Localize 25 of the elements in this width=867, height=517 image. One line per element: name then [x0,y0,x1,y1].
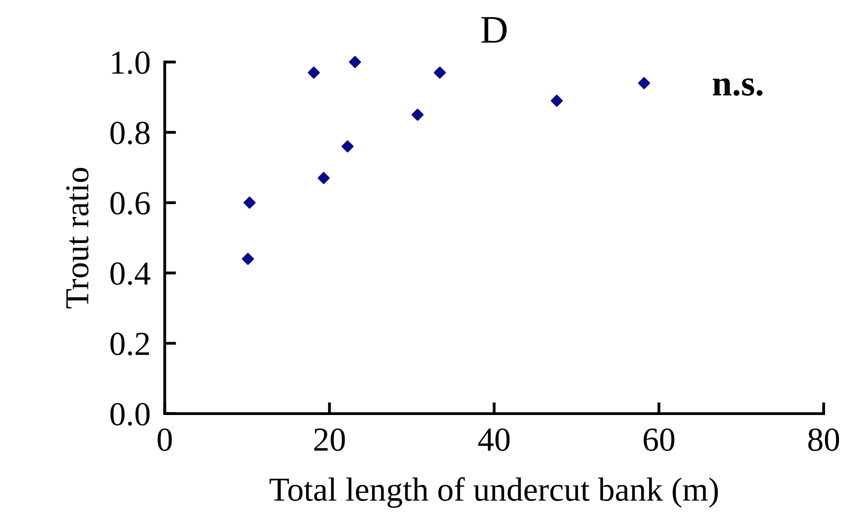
y-tick-label: 1.0 [112,51,150,74]
x-axis-title: Total length of undercut bank (m) [270,477,718,508]
y-tick-label: 0.0 [110,403,150,426]
x-tick-label: 20 [314,428,345,451]
chart-title: D [481,17,507,43]
y-axis-title: Trout ratio [66,168,89,308]
y-tick-label: 0.6 [110,192,150,215]
x-tick-label: 80 [808,428,840,451]
point [550,94,563,107]
y-tick-label: 0.2 [110,332,150,356]
point [434,66,446,79]
point [242,252,254,265]
point [318,172,330,184]
point [412,108,424,121]
y-tick-label: 0.4 [110,262,150,286]
point [638,77,650,90]
point [348,56,362,68]
x-tick-label: 40 [478,428,510,451]
y-tick-label: 0.8 [110,122,150,144]
point [243,196,256,209]
x-tick-label: 0 [158,428,172,451]
annotation: n.s. [712,78,762,96]
point [308,66,320,79]
point [342,140,354,152]
x-tick-label: 60 [644,428,674,451]
